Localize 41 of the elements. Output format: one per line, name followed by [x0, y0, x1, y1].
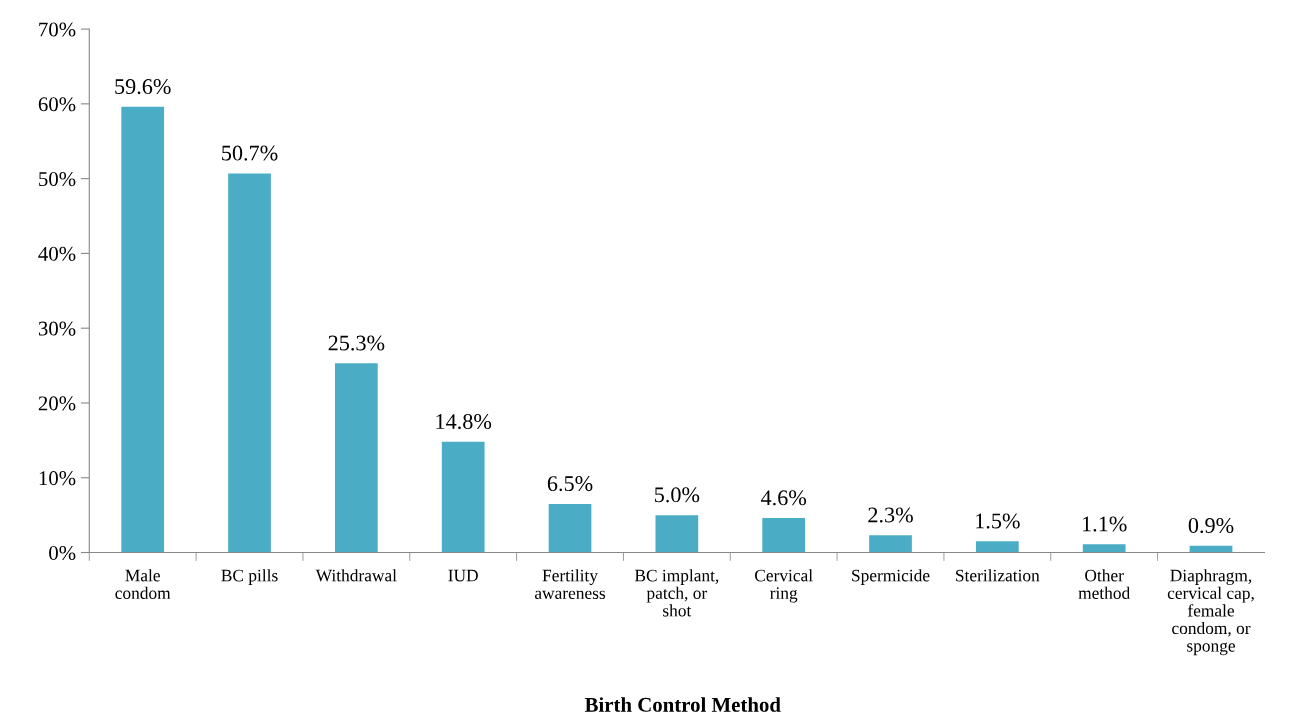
data-label: 50.7%: [222, 145, 278, 161]
y-tick-label: 40%: [38, 246, 76, 261]
y-tick-label: 0%: [49, 545, 76, 561]
y-tick-label: 70%: [39, 22, 76, 37]
x-tick-label: Fertility awareness: [534, 569, 606, 599]
data-label: 0.9%: [1188, 517, 1234, 534]
x-tick-label: Diaphragm, cervical cap, female condom, or sponge: [1167, 569, 1254, 656]
data-label: 25.3%: [328, 335, 385, 351]
y-tick-label: 60%: [38, 97, 76, 112]
bar: [1082, 544, 1126, 553]
x-tick-label: IUD: [448, 569, 478, 582]
bar: [655, 515, 699, 553]
x-tick-label: BC pills: [221, 569, 278, 585]
data-label: 1.1%: [1082, 516, 1127, 532]
y-tick-label: 30%: [38, 321, 76, 336]
x-tick-label: Cervical ring: [754, 569, 813, 603]
data-label: 5.0%: [655, 487, 700, 503]
x-tick-label: Sterilization: [956, 569, 1040, 582]
bar: [975, 541, 1019, 553]
bar: [762, 518, 806, 553]
x-tick-label: Male condom: [115, 569, 171, 599]
x-tick-label: Withdrawal: [315, 569, 397, 582]
bar: [548, 503, 592, 553]
x-axis-title: Birth Control Method: [584, 697, 781, 712]
bar: [869, 535, 912, 553]
data-label: 1.5%: [976, 513, 1020, 529]
bar: [121, 106, 165, 553]
data-label: 59.6%: [115, 79, 171, 95]
y-tick-label: 20%: [38, 396, 76, 411]
data-label: 14.8%: [436, 414, 492, 430]
bar: [441, 441, 485, 553]
x-tick-label: Other method: [1078, 569, 1130, 599]
y-tick-label: 50%: [39, 172, 76, 187]
x-tick-label: BC implant, patch, or shot: [634, 569, 719, 617]
bar: [228, 173, 271, 553]
data-label: 4.6%: [760, 490, 807, 506]
data-label: 6.5%: [547, 476, 593, 492]
y-tick-label: 10%: [39, 471, 76, 486]
data-label: 2.3%: [868, 507, 913, 523]
bar: [334, 363, 378, 553]
x-tick-label: Spermicide: [852, 569, 930, 585]
